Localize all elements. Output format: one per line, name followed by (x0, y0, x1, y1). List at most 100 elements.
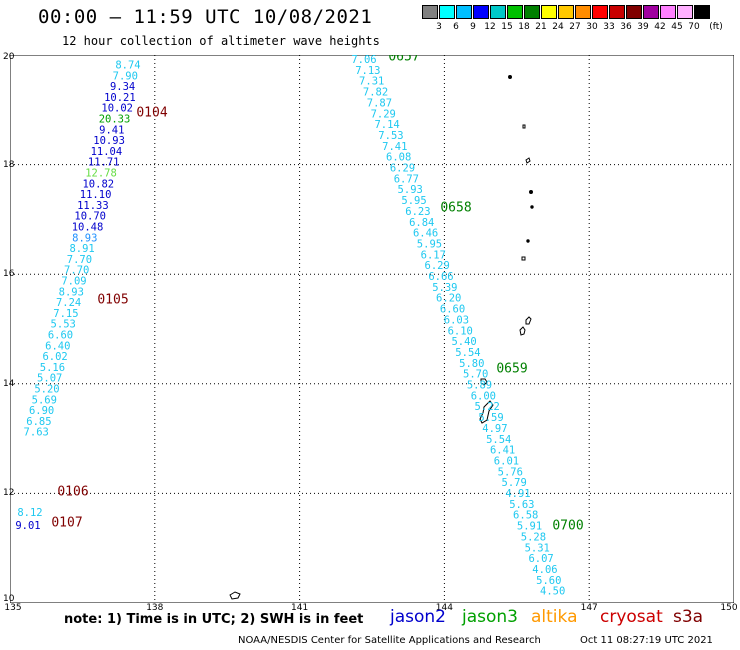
wave-height-label: 10.02 (101, 103, 133, 115)
wave-height-label: 11.10 (80, 189, 112, 201)
color-scale-label: 12 (484, 22, 496, 32)
wave-height-label: 6.08 (386, 152, 411, 164)
pass-time-label: 0106 (57, 485, 88, 500)
wave-height-label: 5.80 (459, 358, 484, 370)
color-scale-label: 21 (535, 22, 547, 32)
color-swatch (626, 5, 642, 19)
color-swatch (694, 5, 710, 19)
wave-height-label: 9.34 (110, 81, 135, 93)
color-scale-label: 9 (470, 22, 476, 32)
wave-height-label: 5.60 (536, 575, 561, 587)
color-swatch (609, 5, 625, 19)
wave-height-label: 8.74 (115, 60, 140, 72)
island-outline (521, 256, 526, 261)
wave-height-label: 6.03 (444, 314, 469, 326)
wave-height-label: 4.50 (540, 586, 565, 598)
wave-height-label: 6.58 (513, 510, 538, 522)
wave-height-label: 7.15 (53, 308, 78, 320)
wave-height-label: 6.84 (409, 217, 434, 229)
latitude-label: 10 (3, 594, 15, 604)
longitude-label: 144 (435, 603, 453, 613)
wave-height-label: 6.23 (405, 206, 430, 218)
color-swatch (490, 5, 506, 19)
latitude-label: 18 (3, 159, 15, 170)
wave-height-label: 7.63 (24, 427, 49, 439)
wave-height-label: 5.59 (478, 412, 503, 424)
wave-height-label: 5.89 (467, 380, 492, 392)
wave-height-label: 5.20 (34, 384, 59, 396)
page-title: 00:00 – 11:59 UTC 10/08/2021 (38, 6, 373, 28)
latitude-label: 16 (3, 269, 15, 280)
wave-height-label: 5.63 (509, 499, 534, 511)
wave-height-label: 6.85 (26, 416, 51, 428)
wave-height-label: 6.01 (494, 455, 519, 467)
wave-height-label: 7.29 (371, 108, 396, 120)
color-swatch (507, 5, 523, 19)
wave-height-label: 6.20 (436, 293, 461, 305)
longitude-label: 135 (4, 603, 22, 613)
satellite-legend-item: altika (531, 607, 578, 627)
wave-height-label: 10.70 (74, 211, 106, 223)
wave-height-label: 5.91 (517, 521, 542, 533)
color-scale-label: 24 (552, 22, 564, 32)
wave-height-label: 6.66 (428, 271, 453, 283)
pass-time-label: 0104 (136, 106, 167, 121)
wave-height-label: 6.40 (45, 340, 70, 352)
wave-height-label: 6.17 (421, 249, 446, 261)
color-scale-label: 18 (518, 22, 530, 32)
wave-height-label: 7.24 (56, 297, 81, 309)
wave-height-label: 5.95 (417, 238, 442, 250)
wave-height-label: 7.53 (378, 130, 403, 142)
color-swatch (541, 5, 557, 19)
wave-height-label: 5.22 (475, 401, 500, 413)
wave-height-label: 5.31 (525, 542, 550, 554)
color-scale-label: 15 (501, 22, 513, 32)
color-swatch (660, 5, 676, 19)
island-marker (508, 75, 512, 79)
color-scale-unit: (ft) (709, 22, 723, 32)
color-swatch (524, 5, 540, 19)
color-scale-label: 6 (453, 22, 459, 32)
wave-height-label: 5.53 (51, 319, 76, 331)
time-labels: 0104 0105 0106 0107 0657 0658 0659 0700 (51, 55, 583, 534)
wave-height-label: 5.69 (32, 394, 57, 406)
color-scale-label: 70 (688, 22, 700, 32)
wave-height-label: 7.31 (359, 76, 384, 88)
color-scale-label: 36 (620, 22, 632, 32)
pass-time-label: 0105 (97, 293, 128, 308)
wave-height-label: 11.71 (88, 157, 120, 169)
wave-height-label: 6.00 (471, 390, 496, 402)
footer-timestamp: Oct 11 08:27:19 UTC 2021 (580, 635, 713, 646)
color-scale-label: 27 (569, 22, 581, 32)
longitude-label: 150 (720, 603, 738, 613)
latitude-label: 12 (3, 488, 15, 499)
color-swatch (473, 5, 489, 19)
wave-height-label: 10.21 (104, 92, 136, 104)
pass-time-label: 0700 (552, 519, 583, 534)
satellite-legend-item: s3a (673, 607, 704, 627)
island-outline (525, 316, 532, 325)
island-marker (529, 190, 533, 194)
wave-height-label: 5.54 (455, 347, 480, 359)
latitude-label: 14 (3, 378, 15, 389)
satellite-legend-item: cryosat (600, 607, 663, 627)
wave-height-label: 6.90 (29, 405, 54, 417)
land-outlines (229, 75, 534, 600)
wave-height-label: 5.76 (498, 466, 523, 478)
wave-height-label: 4.91 (505, 488, 530, 500)
wave-height-label: 8.93 (72, 232, 97, 244)
latitude-label: 20 (3, 52, 15, 62)
wave-height-label: 6.60 (48, 330, 73, 342)
wave-height-label: 7.41 (382, 141, 407, 153)
wave-height-label: 7.87 (367, 97, 392, 109)
wave-height-label: 9.41 (99, 124, 124, 136)
color-swatch (643, 5, 659, 19)
map-grid (10, 55, 734, 603)
wave-height-label: 5.54 (486, 434, 511, 446)
wave-height-label: 5.93 (398, 184, 423, 196)
wave-height-label: 9.01 (15, 520, 40, 532)
color-scale-label: 33 (603, 22, 615, 32)
satellite-legend-item: jason3 (462, 607, 518, 627)
wave-height-label: 6.60 (440, 304, 465, 316)
color-scale-label: 30 (586, 22, 598, 32)
